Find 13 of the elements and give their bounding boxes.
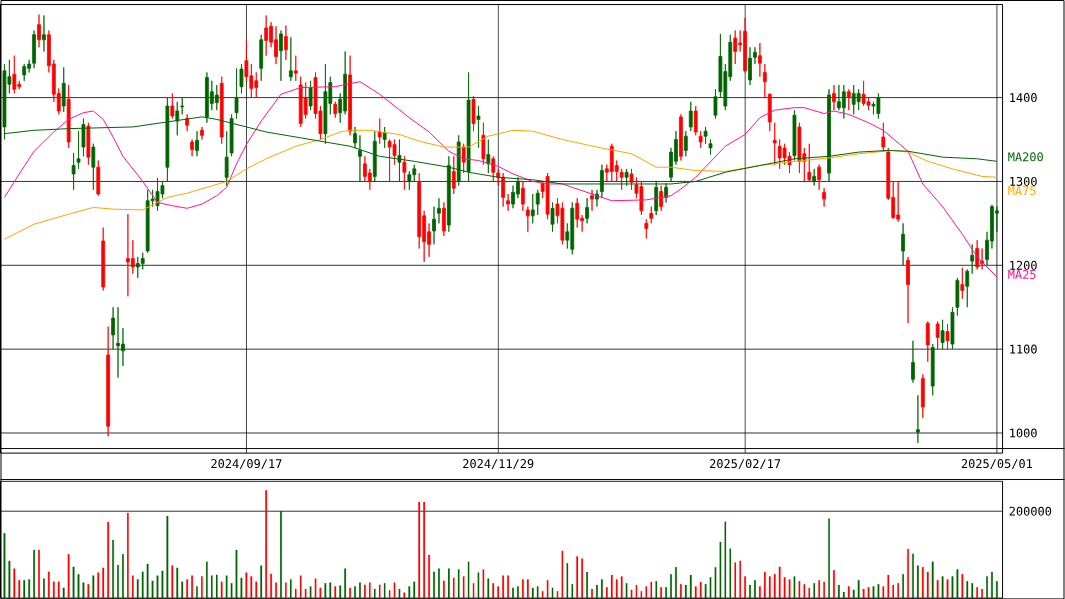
y-tick-label: 1400 bbox=[1010, 92, 1037, 102]
x-tick-label: 2024/09/17 bbox=[211, 458, 282, 469]
x-tick-label: 2025/05/01 bbox=[961, 458, 1033, 469]
x-tick-label: 2025/02/17 bbox=[710, 458, 781, 469]
y-tick-label: 1100 bbox=[1010, 344, 1037, 354]
y-tick-label: 200000 bbox=[1009, 506, 1052, 516]
y-tick-label: 1200 bbox=[1010, 260, 1037, 270]
y-tick-label: 1300 bbox=[1010, 176, 1037, 186]
series-label: MA200 bbox=[1008, 152, 1043, 162]
y-tick-label: 1000 bbox=[1010, 428, 1037, 438]
x-tick-label: 2024/11/29 bbox=[463, 458, 534, 469]
series-label: MA25 bbox=[1008, 269, 1036, 279]
series-label: MA75 bbox=[1008, 186, 1036, 195]
